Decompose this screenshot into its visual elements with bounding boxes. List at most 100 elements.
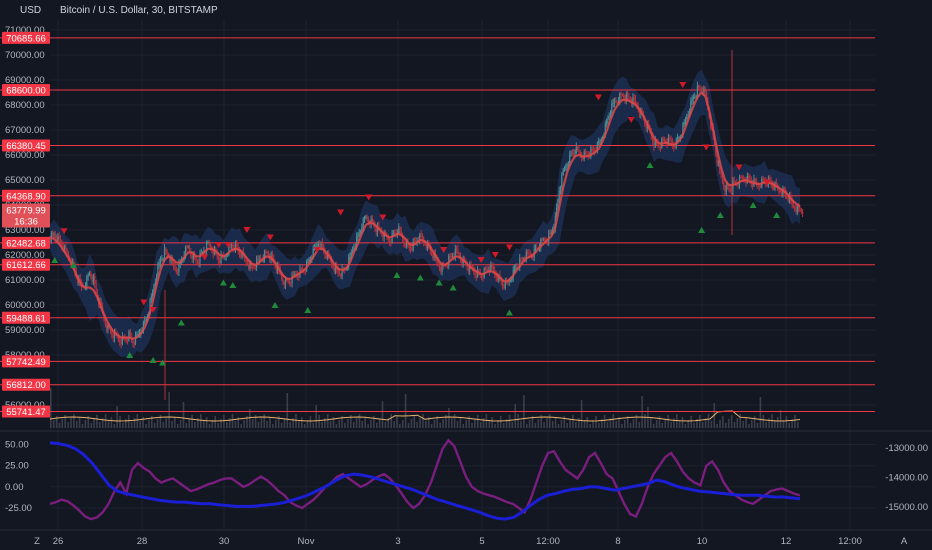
volume-bar [474,419,476,428]
candle-body [527,251,529,253]
volume-bar [211,420,214,428]
volume-bar [632,419,635,428]
candle-body [375,228,377,233]
volume-bar [130,422,133,428]
candle-body [575,146,577,153]
candle-body [90,272,92,277]
candle-body [496,277,498,281]
candle-body [91,277,93,282]
volume-bar [191,415,193,428]
candle-body [432,254,434,258]
sell-signal-marker [763,179,771,186]
volume-bar [678,421,681,428]
volume-bar [156,419,159,428]
candle-body [194,254,196,259]
volume-bar [260,418,263,428]
candle-body [132,340,134,344]
time-tick-label: 10 [697,536,708,547]
candle-body [550,232,552,234]
volume-bar [520,421,522,428]
volume-bar [358,414,361,428]
volume-bar [612,414,615,428]
candle-body [706,92,708,101]
volume-bar [90,423,92,428]
candle-body [292,274,294,276]
candle-body [361,228,363,232]
volume-bar [684,424,687,428]
candle-body [271,253,273,258]
level-price-tag [2,189,50,202]
auto-scale-icon[interactable]: A [901,536,908,547]
level-price-label: 61612.66 [6,260,46,271]
volume-bar [399,424,401,428]
price-tick-label: 69000.00 [5,75,45,86]
volume-bar [704,418,707,428]
volume-bar [396,417,398,428]
currency-box [0,0,50,18]
candle-body [783,188,785,191]
candle-body [577,146,579,150]
volume-bar [249,409,251,428]
price-axis[interactable]: 71000.00 70000.00 69000.00 68000.00 67000.00… [2,25,50,418]
volume-bar [497,420,499,428]
candle-body [253,266,255,268]
volume-bar [774,421,776,428]
level-price-tag [2,84,50,96]
volume-bar [119,416,121,428]
candle-body [523,258,525,260]
level-price-tag [2,258,50,271]
time-tick-label: 12:00 [838,536,862,547]
timezone-icon[interactable]: Z [34,536,40,547]
volume-bar [101,418,104,428]
candle-body [195,259,197,263]
volume-bar [162,422,165,428]
volume-bar [139,421,141,428]
candle-body [781,192,783,195]
sell-signal-marker [491,252,499,258]
candle-body [325,254,327,258]
volume-bar [485,414,488,428]
candle-body [611,103,613,113]
volume-bar [73,414,75,428]
symbol-title[interactable]: Bitcoin / U.S. Dollar, 30, BITSTAMP [60,5,218,16]
volume-bar [739,414,741,428]
ma-line [49,90,801,340]
buy-signal-marker [271,302,279,308]
candle-body [470,264,472,268]
candle-body [245,258,247,262]
candle-body [208,242,210,245]
candle-body [461,259,463,264]
candle-body [133,343,135,345]
candle-body [142,322,144,332]
candle-body [629,99,631,101]
candle-body [113,331,116,338]
volume-bar [722,416,724,428]
candle-body [63,246,66,251]
candle-body [192,254,194,259]
candle-body [481,275,483,277]
level-price-label: 59488.61 [6,313,46,324]
volume-bar [185,423,188,428]
candle-body [366,216,368,220]
candle-body [670,139,672,143]
candle-body [599,140,601,142]
candle-body [574,153,576,154]
candle-body [802,212,804,214]
candle-body [548,232,550,242]
candle-body [427,242,429,249]
candle-body [532,257,534,258]
time-axis[interactable]: 26 28 30 Nov 3 5 12:00 8 10 12 12:00 [53,536,862,547]
volume-bar [419,418,421,428]
candle-body [521,258,523,260]
volume-bar [174,417,176,428]
candle-body [394,233,396,234]
candle-body [350,252,352,255]
candle-body [561,174,563,188]
level-price-label: 64368.90 [6,191,46,202]
candle-body [238,250,241,254]
buy-signal-marker [51,257,59,263]
osc-left-tick-label: 50.00 [5,440,29,451]
candle-body [333,268,335,272]
candle-body [567,164,569,165]
